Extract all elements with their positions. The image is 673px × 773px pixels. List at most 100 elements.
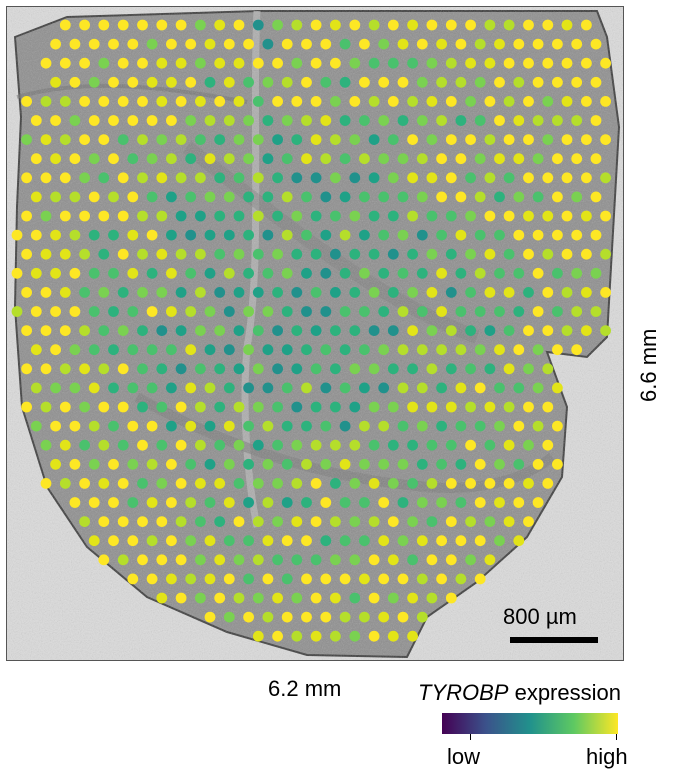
- expression-spot: [416, 76, 428, 88]
- expression-spot: [223, 229, 235, 241]
- expression-spot: [117, 19, 129, 31]
- expression-spot: [252, 210, 264, 222]
- expression-spot: [281, 611, 293, 623]
- expression-spot: [397, 153, 409, 165]
- expression-spot: [281, 267, 293, 279]
- expression-spot: [513, 420, 525, 432]
- expression-spot: [532, 458, 544, 470]
- expression-spot: [88, 344, 100, 356]
- expression-spot: [484, 478, 496, 489]
- expression-spot: [88, 38, 100, 50]
- expression-spot: [339, 535, 351, 547]
- expression-spot: [330, 172, 341, 184]
- expression-spot: [503, 172, 515, 184]
- expression-spot: [561, 287, 573, 298]
- expression-spot: [397, 306, 409, 317]
- expression-spot: [50, 115, 61, 126]
- expression-spot: [185, 76, 197, 88]
- expression-spot: [272, 210, 283, 222]
- expression-spot: [407, 325, 418, 336]
- expression-spot: [281, 76, 293, 88]
- expression-spot: [407, 134, 418, 145]
- expression-spot: [484, 96, 496, 107]
- expression-spot: [561, 96, 573, 107]
- expression-spot: [175, 248, 187, 260]
- expression-spot: [156, 19, 168, 31]
- expression-spot: [79, 19, 90, 31]
- expression-spot: [79, 248, 90, 260]
- expression-spot: [301, 115, 312, 126]
- expression-spot: [378, 344, 390, 356]
- expression-spot: [127, 458, 139, 470]
- expression-spot: [542, 401, 554, 413]
- expression-spot: [281, 153, 293, 165]
- expression-spot: [40, 401, 52, 413]
- expression-spot: [465, 363, 476, 375]
- expression-spot: [204, 611, 216, 623]
- expression-spot: [88, 267, 100, 279]
- expression-spot: [310, 19, 322, 31]
- expression-spot: [330, 554, 341, 566]
- expression-spot: [359, 497, 370, 508]
- expression-spot: [214, 210, 226, 222]
- expression-spot: [310, 210, 322, 222]
- expression-spot: [320, 229, 332, 241]
- expression-spot: [484, 287, 496, 298]
- expression-spot: [59, 57, 71, 69]
- expression-spot: [339, 382, 351, 394]
- expression-spot: [368, 401, 380, 413]
- expression-spot: [59, 287, 71, 298]
- expression-spot: [600, 325, 611, 336]
- expression-spot: [407, 478, 418, 489]
- expression-spot: [455, 267, 467, 279]
- expression-spot: [30, 267, 42, 279]
- expression-spot: [359, 38, 370, 50]
- expression-spot: [310, 248, 322, 260]
- expression-spot: [223, 306, 235, 317]
- expression-spot: [11, 229, 23, 241]
- expression-spot: [291, 57, 303, 69]
- expression-spot: [214, 401, 226, 413]
- expression-spot: [21, 325, 32, 336]
- expression-spot: [79, 439, 90, 451]
- expression-spot: [175, 554, 187, 566]
- expression-spot: [156, 134, 168, 145]
- expression-spot: [195, 478, 206, 489]
- expression-spot: [243, 76, 255, 88]
- expression-spot: [21, 96, 32, 107]
- expression-spot: [69, 306, 81, 317]
- expression-spot: [88, 229, 100, 241]
- expression-spot: [117, 363, 129, 375]
- expression-spot: [272, 325, 283, 336]
- expression-spot: [233, 96, 245, 107]
- expression-spot: [484, 19, 496, 31]
- expression-spot: [494, 535, 505, 547]
- colorbar-gradient: [442, 713, 618, 734]
- expression-spot: [281, 344, 293, 356]
- expression-spot: [330, 248, 341, 260]
- expression-spot: [146, 420, 158, 432]
- expression-spot: [571, 38, 583, 50]
- expression-spot: [127, 267, 139, 279]
- expression-spot: [214, 57, 226, 69]
- expression-spot: [195, 287, 206, 298]
- expression-spot: [552, 229, 563, 241]
- tissue-svg: [7, 7, 623, 660]
- expression-spot: [50, 382, 61, 394]
- expression-spot: [310, 630, 322, 642]
- expression-spot: [98, 96, 110, 107]
- expression-spot: [523, 57, 534, 69]
- expression-spot: [98, 287, 110, 298]
- expression-spot: [532, 76, 544, 88]
- expression-spot: [523, 172, 534, 184]
- expression-spot: [397, 115, 409, 126]
- expression-spot: [523, 439, 534, 451]
- expression-spot: [523, 516, 534, 527]
- expression-spot: [523, 325, 534, 336]
- expression-spot: [272, 478, 283, 489]
- expression-spot: [387, 248, 399, 260]
- expression-spot: [272, 363, 283, 375]
- expression-spot: [561, 172, 573, 184]
- expression-spot: [223, 38, 235, 50]
- expression-spot: [40, 439, 52, 451]
